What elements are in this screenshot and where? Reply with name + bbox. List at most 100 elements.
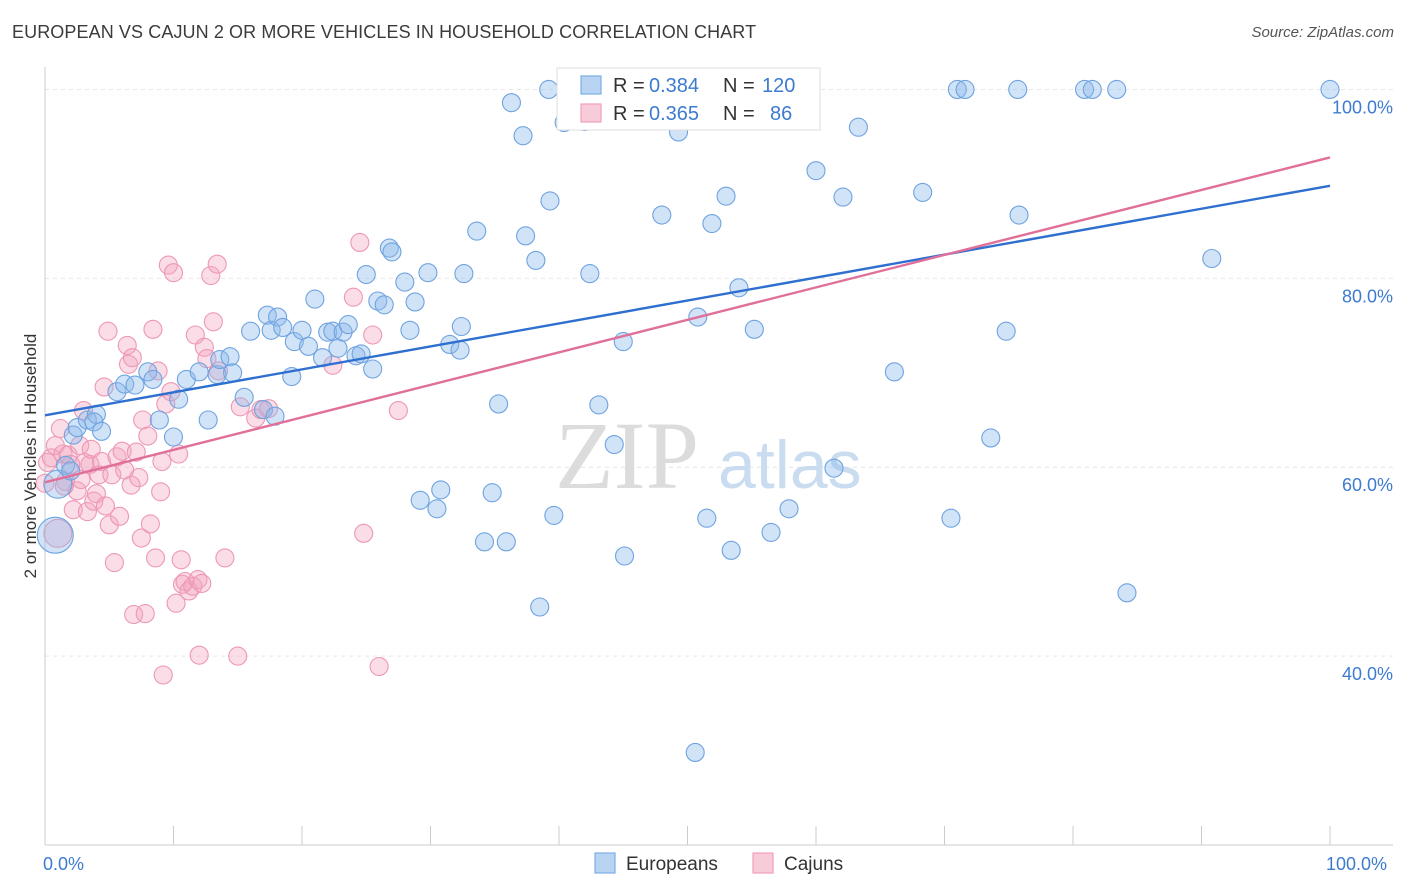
europeans-point	[761, 522, 781, 542]
europeans-point	[241, 321, 261, 341]
europeans-point	[913, 182, 933, 202]
europeans-point	[544, 505, 564, 525]
cajuns-point	[192, 573, 212, 593]
europeans-point	[115, 374, 135, 394]
europeans-point	[91, 421, 112, 441]
europeans-point	[702, 214, 722, 234]
europeans-point	[824, 458, 844, 478]
y-tick-label: 80.0%	[1342, 286, 1393, 306]
cajuns-point	[188, 570, 208, 590]
europeans-point	[589, 395, 609, 415]
europeans-point	[540, 191, 560, 211]
europeans-point	[400, 320, 420, 340]
cajuns-point	[363, 325, 383, 345]
cajuns-point	[63, 500, 83, 520]
watermark: ZIP atlas	[555, 402, 862, 509]
europeans-point	[1075, 79, 1095, 99]
cajuns-point	[259, 399, 279, 419]
cajuns-point	[350, 232, 370, 252]
europeans-point	[744, 319, 764, 339]
europeans-point	[1117, 583, 1137, 603]
y-tick-label: 60.0%	[1342, 475, 1393, 495]
europeans-point	[955, 79, 975, 99]
europeans-point	[163, 427, 184, 447]
europeans-point	[338, 315, 358, 335]
cajuns-point	[388, 401, 408, 421]
cajuns-point	[95, 496, 115, 516]
europeans-point	[652, 205, 672, 225]
europeans-point	[149, 410, 169, 430]
europeans-point	[530, 597, 550, 617]
europeans-point	[328, 338, 348, 358]
europeans-point	[273, 317, 293, 337]
europeans-point	[292, 320, 312, 340]
cajuns-point	[104, 553, 124, 573]
legend-r-value-europeans: 0.384	[649, 75, 699, 97]
europeans-point	[501, 93, 522, 113]
axes	[44, 67, 1393, 846]
europeans-point	[125, 375, 145, 395]
cajuns-point	[117, 335, 137, 355]
y-axis-label: 2 or more Vehicles in Household	[21, 334, 40, 579]
legend-swatch-cajuns	[580, 103, 602, 123]
watermark-zip: ZIP	[555, 402, 699, 509]
europeans-point	[721, 540, 741, 560]
cajuns-points	[35, 232, 408, 685]
cajuns-point	[53, 444, 73, 464]
cajuns-point	[138, 426, 158, 446]
chart-source: Source: ZipAtlas.com	[1251, 24, 1394, 41]
europeans-point	[298, 336, 318, 356]
cajuns-point	[203, 312, 223, 332]
europeans-point	[1009, 205, 1029, 225]
cajuns-point	[343, 287, 363, 307]
cajuns-point	[67, 481, 87, 501]
cajuns-point	[369, 656, 389, 677]
x-tick-label-max: 100.0%	[1326, 854, 1387, 874]
gridlines	[45, 88, 1393, 657]
europeans-point	[143, 369, 163, 389]
y-tick-label: 100.0%	[1332, 97, 1393, 117]
cajuns-point	[94, 377, 114, 397]
cajuns-point	[151, 482, 171, 502]
europeans-point	[284, 332, 304, 352]
europeans-point	[474, 532, 495, 552]
europeans-point	[941, 508, 961, 528]
europeans-point	[305, 289, 325, 309]
europeans-point	[516, 226, 536, 246]
y-tick-label: 40.0%	[1342, 664, 1393, 684]
europeans-point	[454, 264, 474, 284]
cajuns-point	[145, 548, 166, 568]
europeans-point	[685, 742, 705, 762]
cajuns-point	[201, 265, 221, 286]
europeans-point	[253, 400, 274, 420]
europeans-point	[363, 359, 383, 379]
bottom-legend-label-cajuns: Cajuns	[784, 854, 843, 875]
europeans-point	[36, 516, 74, 554]
cajuns-point	[109, 506, 130, 526]
europeans-point	[107, 382, 127, 402]
cajuns-point	[135, 604, 155, 624]
cajuns-point	[140, 514, 160, 534]
cajuns-point	[81, 439, 101, 459]
legend-n-value-europeans: 120	[762, 75, 795, 97]
cajuns-point	[129, 468, 149, 488]
cajuns-point	[133, 410, 153, 430]
europeans-point	[614, 546, 635, 566]
chart-title: EUROPEAN VS CAJUN 2 OR MORE VEHICLES IN …	[12, 22, 757, 42]
europeans-point	[356, 265, 376, 285]
y-tick-labels: 40.0% 60.0% 80.0% 100.0%	[1332, 97, 1393, 684]
europeans-point	[450, 340, 470, 360]
europeans-point	[198, 410, 218, 430]
legend-r-label-europeans: R =	[613, 75, 645, 97]
bottom-legend-swatch-europeans	[594, 852, 616, 874]
cajuns-point	[35, 473, 55, 493]
europeans-point	[482, 483, 502, 503]
europeans-point	[489, 394, 509, 414]
x-ticks	[44, 826, 1331, 845]
cajuns-point	[84, 491, 104, 511]
cajuns-point	[43, 518, 73, 548]
europeans-point	[580, 264, 600, 284]
europeans-point	[77, 410, 97, 430]
europeans-point	[223, 363, 243, 383]
europeans-point	[884, 362, 904, 382]
